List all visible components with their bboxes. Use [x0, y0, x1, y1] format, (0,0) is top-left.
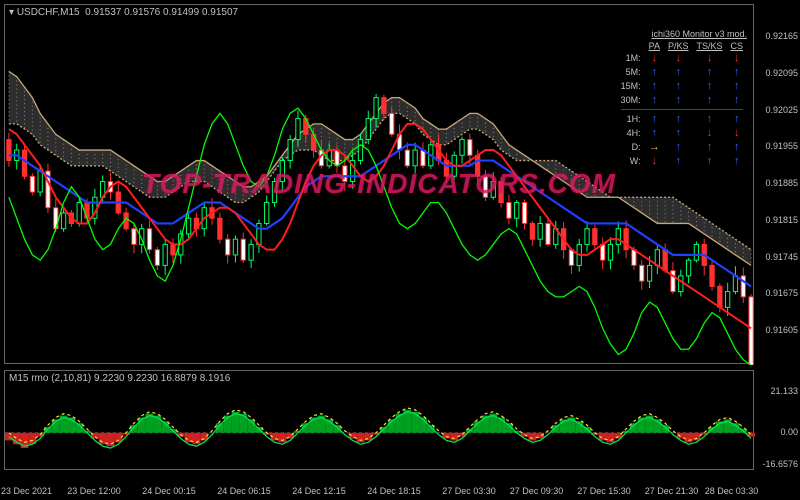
monitor-table: PAP/KSTS/KSCS1M:↓↓↓↓5M:↑↑↑↑15M:↑↑↑↑30M:↑…: [617, 41, 747, 168]
symbol: USDCHF,M15: [17, 7, 80, 18]
main-yaxis: 0.921650.920950.920250.919550.918850.918…: [758, 4, 800, 364]
monitor-panel: ichi360 Monitor v3 mod. PAP/KSTS/KSCS1M:…: [617, 29, 747, 168]
sub-title: M15 rmo (2,10,81) 9.2230 9.2230 16.8879 …: [9, 373, 230, 384]
main-chart-panel[interactable]: ▾ USDCHF,M15 0.91537 0.91576 0.91499 0.9…: [4, 4, 754, 364]
monitor-title: ichi360 Monitor v3 mod.: [617, 29, 747, 39]
main-title: ▾ USDCHF,M15 0.91537 0.91576 0.91499 0.9…: [9, 7, 238, 18]
ohlc: 0.91537 0.91576 0.91499 0.91507: [85, 7, 238, 18]
xaxis: 23 Dec 202123 Dec 12:0024 Dec 00:1524 De…: [4, 474, 754, 496]
sub-yaxis: 21.1330.00-16.6576: [758, 370, 800, 470]
sub-chart-panel[interactable]: M15 rmo (2,10,81) 9.2230 9.2230 16.8879 …: [4, 370, 754, 470]
